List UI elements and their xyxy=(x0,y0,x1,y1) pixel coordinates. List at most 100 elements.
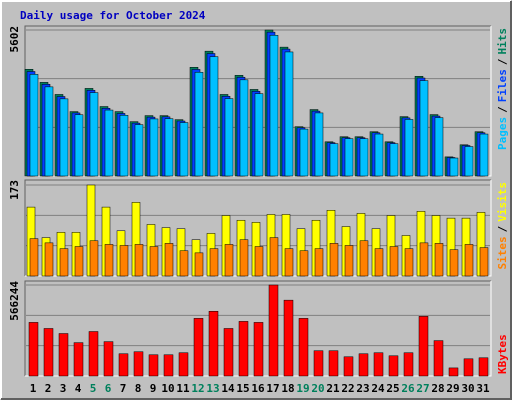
bar xyxy=(359,138,369,177)
bar xyxy=(404,248,414,277)
bar xyxy=(403,352,414,377)
bar xyxy=(224,244,234,277)
chart-title: Daily usage for October 2024 xyxy=(20,9,206,22)
bar xyxy=(449,249,459,277)
plot-frame-dark xyxy=(24,179,491,276)
bar xyxy=(164,243,174,277)
bar xyxy=(298,318,309,377)
x-tick-label: 3 xyxy=(60,382,67,395)
x-tick-label: 6 xyxy=(105,382,112,395)
bar xyxy=(88,331,99,377)
x-tick-label: 1 xyxy=(30,382,37,395)
legend-entry: Visits xyxy=(496,182,509,222)
bar xyxy=(74,246,84,277)
bar xyxy=(389,246,399,277)
legend-entry: Sites xyxy=(496,236,509,269)
bar xyxy=(89,240,99,277)
bar xyxy=(254,93,264,177)
x-tick-label: 4 xyxy=(75,382,82,395)
x-tick-label: 9 xyxy=(150,382,157,395)
bar xyxy=(74,114,84,177)
x-tick-label: 22 xyxy=(341,382,354,395)
x-tick-label: 29 xyxy=(446,382,459,395)
x-tick-label: 27 xyxy=(416,382,429,395)
x-tick-label: 21 xyxy=(326,382,340,395)
x-tick-label: 8 xyxy=(135,382,142,395)
legend-entry: Hits xyxy=(496,28,509,55)
bar xyxy=(223,328,234,377)
legend-entry: Pages xyxy=(496,117,509,150)
x-tick-label: 11 xyxy=(176,382,190,395)
bar xyxy=(208,311,219,377)
plot-frame-dark xyxy=(24,280,491,376)
bar xyxy=(179,122,189,177)
bar xyxy=(419,80,429,177)
bar xyxy=(284,51,294,177)
bar xyxy=(119,115,129,177)
x-tick-label: 18 xyxy=(281,382,294,395)
bar xyxy=(299,250,309,277)
y-tick-label: 173 xyxy=(8,180,21,200)
x-tick-label: 30 xyxy=(461,382,474,395)
bar xyxy=(134,244,144,277)
bar xyxy=(28,322,39,377)
bar xyxy=(253,322,264,377)
x-tick-label: 19 xyxy=(296,382,309,395)
bar xyxy=(329,143,339,177)
bar xyxy=(464,146,474,177)
bar xyxy=(359,240,369,277)
bar xyxy=(463,358,474,377)
legend-separator: / xyxy=(496,225,509,232)
x-tick-label: 7 xyxy=(120,382,127,395)
bar xyxy=(313,350,324,377)
x-tick-label: 15 xyxy=(236,382,249,395)
bar xyxy=(209,248,219,277)
x-tick-label: 16 xyxy=(251,382,265,395)
bar xyxy=(314,248,324,277)
bar xyxy=(328,350,339,377)
bar xyxy=(268,284,279,377)
bar xyxy=(464,244,474,277)
bar xyxy=(193,318,204,377)
bar xyxy=(224,98,234,177)
legend-entry: Files xyxy=(496,69,509,102)
bar xyxy=(104,244,114,277)
legend: Pages / Files / Hits xyxy=(496,28,509,150)
y-tick-label: 566244 xyxy=(8,281,21,321)
bar xyxy=(148,354,159,377)
bar xyxy=(29,74,39,177)
legend: Sites / Visits xyxy=(496,182,509,270)
bar xyxy=(434,117,444,177)
bar xyxy=(343,356,354,377)
bar xyxy=(149,246,159,277)
bar xyxy=(314,112,324,177)
bar xyxy=(163,354,174,377)
x-tick-label: 24 xyxy=(371,382,385,395)
bar xyxy=(133,351,144,377)
legend: KBytes xyxy=(496,334,509,374)
bar xyxy=(389,143,399,177)
bar xyxy=(448,367,459,377)
x-tick-label: 23 xyxy=(356,382,369,395)
bar xyxy=(283,299,294,377)
bar xyxy=(194,252,204,277)
bar xyxy=(73,342,84,377)
bar xyxy=(299,128,309,177)
bar xyxy=(254,246,264,277)
bar xyxy=(134,124,144,177)
x-tick-label: 20 xyxy=(311,382,324,395)
bar xyxy=(434,243,444,277)
bar xyxy=(404,119,414,177)
x-tick-label: 12 xyxy=(191,382,204,395)
x-tick-label: 2 xyxy=(45,382,52,395)
bar xyxy=(419,242,429,277)
bar xyxy=(284,248,294,277)
bar xyxy=(89,92,99,177)
bar xyxy=(269,35,279,177)
bar xyxy=(329,243,339,277)
x-tick-label: 28 xyxy=(431,382,444,395)
bar xyxy=(239,239,249,277)
bar xyxy=(43,328,54,377)
bar xyxy=(104,109,114,177)
